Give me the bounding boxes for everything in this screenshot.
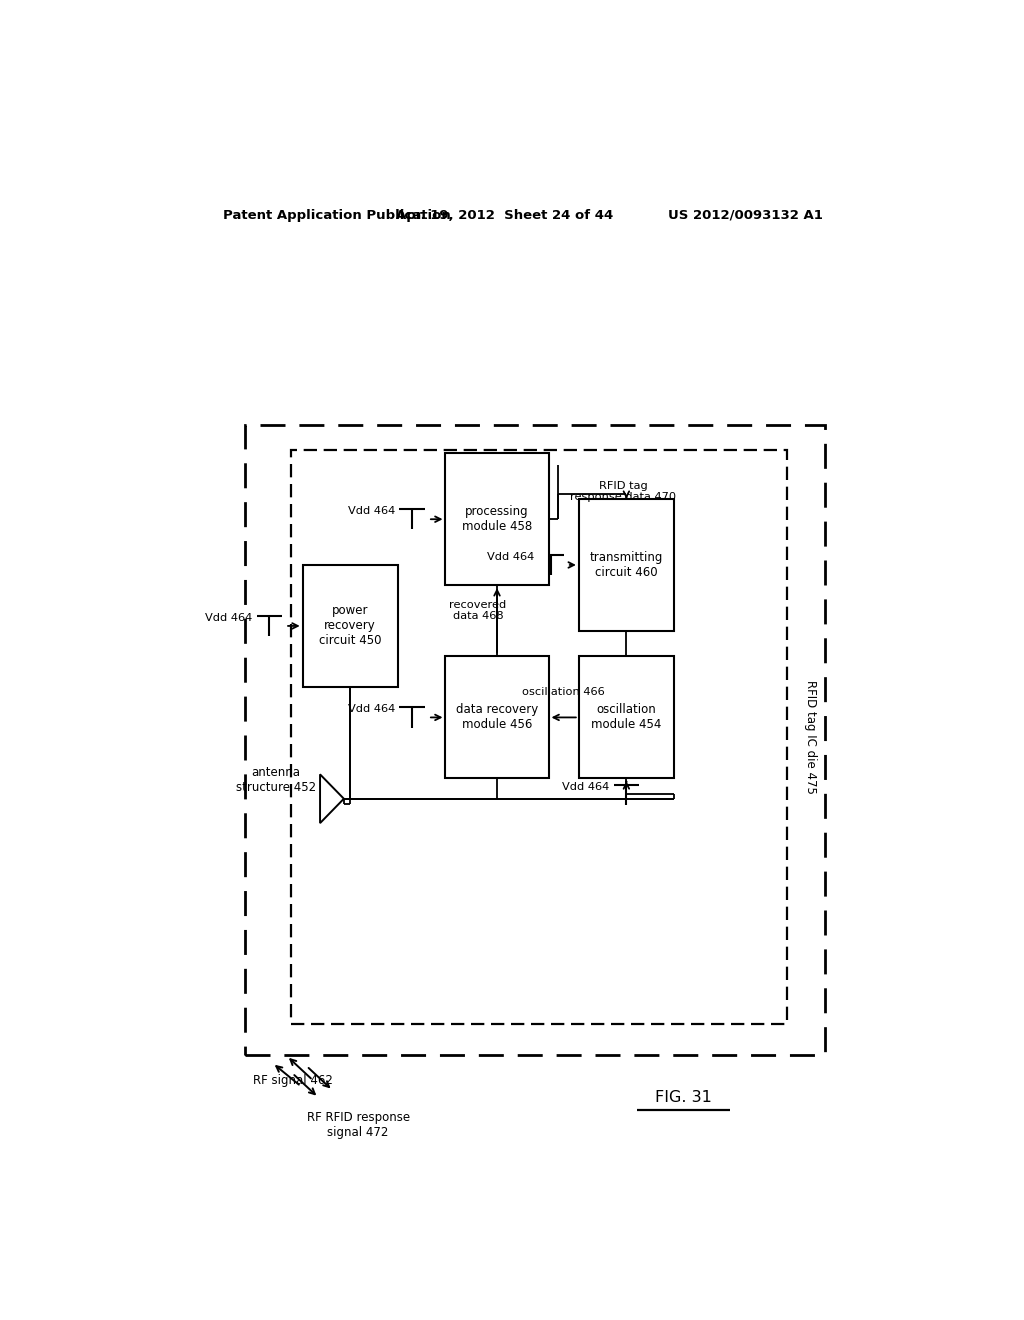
Text: FIG. 31: FIG. 31 [655,1090,712,1105]
Text: Vdd 464: Vdd 464 [487,552,535,562]
Text: Patent Application Publication: Patent Application Publication [223,209,451,222]
Text: Vdd 464: Vdd 464 [348,705,395,714]
Text: Vdd 464: Vdd 464 [348,506,395,516]
Text: recovered
data 468: recovered data 468 [450,599,507,622]
Text: power
recovery
circuit 450: power recovery circuit 450 [318,605,382,647]
Text: RF RFID response
signal 472: RF RFID response signal 472 [306,1110,410,1139]
FancyBboxPatch shape [579,499,674,631]
Text: US 2012/0093132 A1: US 2012/0093132 A1 [668,209,822,222]
Text: Vdd 464: Vdd 464 [562,781,609,792]
Text: RF signal 462: RF signal 462 [253,1073,333,1086]
Text: Apr. 19, 2012  Sheet 24 of 44: Apr. 19, 2012 Sheet 24 of 44 [396,209,613,222]
Text: data recovery
module 456: data recovery module 456 [456,704,539,731]
Text: antenna
structure 452: antenna structure 452 [236,767,316,795]
FancyBboxPatch shape [445,656,549,779]
Text: oscillation 466: oscillation 466 [522,686,605,697]
FancyBboxPatch shape [445,453,549,585]
Text: transmitting
circuit 460: transmitting circuit 460 [590,550,664,579]
Text: RFID tag
response data 470: RFID tag response data 470 [570,480,676,502]
Text: Vdd 464: Vdd 464 [206,612,253,623]
FancyBboxPatch shape [303,565,397,686]
FancyBboxPatch shape [579,656,674,779]
Text: processing
module 458: processing module 458 [462,506,532,533]
Text: RFID tag IC die 475: RFID tag IC die 475 [804,680,817,795]
Text: oscillation
module 454: oscillation module 454 [591,704,662,731]
